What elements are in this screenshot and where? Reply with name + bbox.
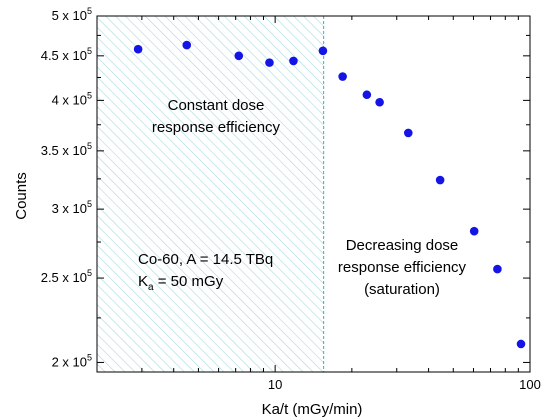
data-point xyxy=(493,264,502,274)
data-point xyxy=(289,56,298,66)
data-point xyxy=(375,97,384,107)
data-point xyxy=(338,72,347,81)
data-point xyxy=(435,175,445,185)
y-tick-label: 2 x 105 xyxy=(52,352,92,369)
y-tick-label: 4 x 105 xyxy=(52,90,92,107)
data-point xyxy=(469,226,479,236)
region-hatch xyxy=(97,16,324,372)
region-right-label-line3: (saturation) xyxy=(364,281,440,298)
source-label-line1: Co-60, A = 14.5 TBq xyxy=(138,251,273,268)
region-left-label-line2: response efficiency xyxy=(152,119,281,136)
data-point xyxy=(362,90,372,100)
constant-region xyxy=(97,16,325,372)
data-point xyxy=(133,44,143,54)
source-k-subscript: a xyxy=(148,282,154,293)
source-k-rest: = 50 mGy xyxy=(154,273,224,290)
y-tick-label: 3.5 x 105 xyxy=(41,141,92,158)
axes: 10 100 2 x 105 2.5 x 105 3 x 105 3.5 x 105 4 x… xyxy=(41,6,541,392)
x-tick-label: 10 xyxy=(268,377,282,392)
data-point xyxy=(403,128,413,138)
source-k: K xyxy=(138,273,148,290)
y-tick-label: 2.5 x 105 xyxy=(41,268,92,285)
data-point xyxy=(265,58,274,67)
y-tick-label: 5 x 105 xyxy=(52,6,92,23)
y-tick-label: 3 x 105 xyxy=(52,199,92,216)
data-point xyxy=(182,40,192,50)
data-point xyxy=(234,51,244,61)
region-left-label-line1: Constant dose xyxy=(168,97,265,114)
data-point xyxy=(516,339,526,349)
x-tick-label: 100 xyxy=(519,377,541,392)
y-axis-title: Counts xyxy=(13,172,30,220)
plot-frame xyxy=(96,15,531,373)
data-point xyxy=(318,46,328,56)
region-right-label-line2: response efficiency xyxy=(338,259,467,276)
source-label-line2: Ka = 50 mGy xyxy=(138,273,224,293)
region-right-label-line1: Decreasing dose xyxy=(346,237,459,254)
x-axis-title: Ka/t (mGy/min) xyxy=(262,401,363,418)
y-tick-label: 4.5 x 105 xyxy=(41,46,92,63)
data-points xyxy=(133,40,526,349)
